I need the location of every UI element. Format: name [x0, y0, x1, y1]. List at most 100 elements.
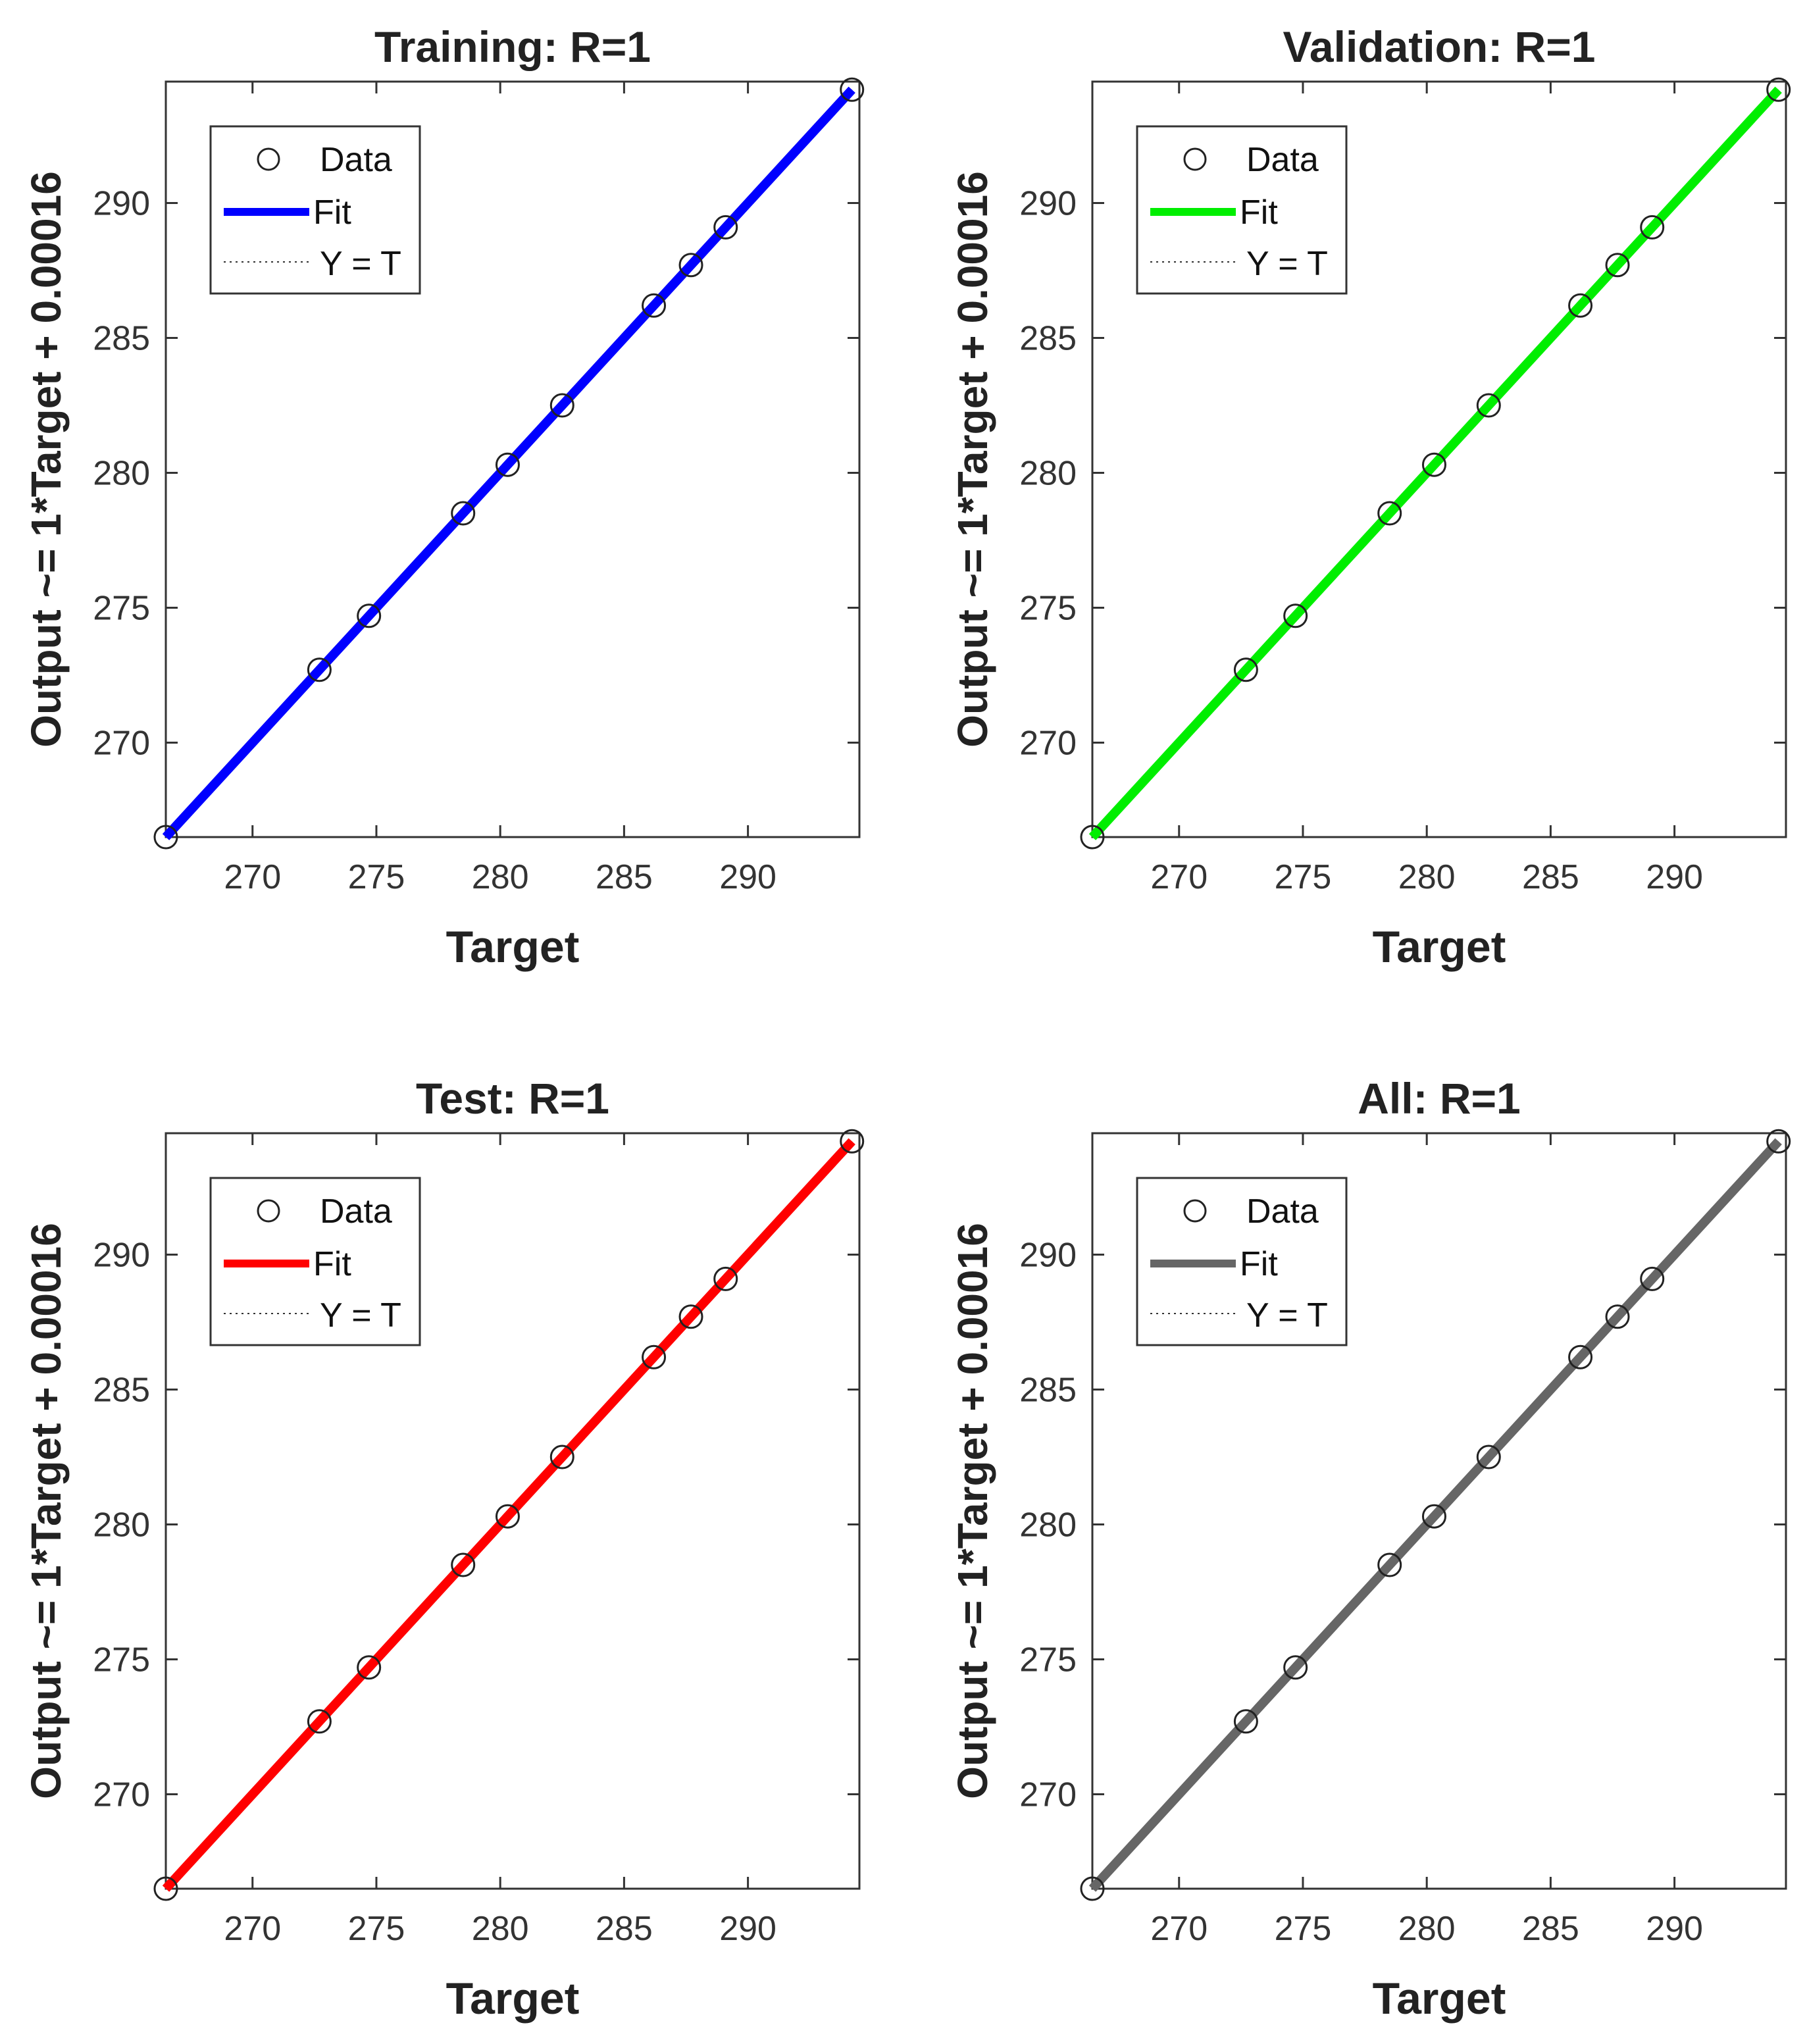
legend-label-fit: Fit	[313, 193, 351, 232]
data-point	[495, 452, 520, 477]
data-point	[307, 657, 332, 682]
y-tick-label: 270	[93, 1776, 150, 1814]
subplot-4: 270 275 280 285 290 270 275 280 285 290 Data Fit Y =…	[949, 1074, 1791, 2024]
fit-line	[1088, 86, 1782, 840]
data-point	[1766, 1129, 1791, 1154]
data-point	[1233, 1709, 1258, 1734]
legend-label-identity: Y = T	[1246, 1296, 1328, 1335]
x-tick-label: 285	[596, 858, 653, 896]
data-point	[713, 1266, 738, 1291]
data-point	[642, 293, 667, 318]
x-tick-label: 290	[1646, 1910, 1703, 1948]
y-tick-label: 280	[1019, 1506, 1077, 1545]
y-tick-label: 285	[1019, 1371, 1077, 1410]
data-point	[153, 825, 178, 850]
data-point	[549, 1444, 574, 1469]
data-point	[1568, 293, 1593, 318]
subplot-2: 270 275 280 285 290 270 275 280 285 290 Data Fit Y =…	[949, 22, 1791, 972]
data-point	[495, 1504, 520, 1529]
data-point	[153, 1876, 178, 1901]
x-tick-label: 270	[224, 858, 281, 896]
y-tick-label: 275	[93, 590, 150, 628]
x-tick-label: 285	[596, 1910, 653, 1948]
y-tick-label: 290	[93, 1237, 150, 1275]
y-tick-label: 275	[93, 1641, 150, 1679]
data-point	[1283, 1655, 1308, 1680]
y-tick-label: 285	[1019, 320, 1077, 358]
x-tick-label: 280	[1398, 1910, 1456, 1948]
legend-label-data: Data	[1246, 1192, 1319, 1231]
x-tick-label: 290	[719, 1910, 776, 1948]
legend-label-data: Data	[320, 141, 392, 179]
legend-label-identity: Y = T	[1246, 245, 1328, 283]
legend-label-data: Data	[320, 1192, 392, 1231]
data-point	[1080, 1876, 1105, 1901]
y-tick-label: 280	[93, 455, 150, 493]
y-tick-label: 280	[93, 1506, 150, 1545]
y-axis-label: Output ~= 1*Target + 0.00016	[22, 1223, 70, 1799]
data-point	[1640, 215, 1665, 240]
legend-marker-data	[1183, 147, 1207, 171]
x-tick-label: 280	[472, 858, 529, 896]
data-point	[713, 215, 738, 240]
x-tick-label: 275	[1275, 1910, 1332, 1948]
data-point	[357, 603, 382, 628]
chart-title: Training: R=1	[374, 22, 651, 71]
y-tick-label: 290	[1019, 1237, 1077, 1275]
data-point	[1476, 1444, 1501, 1469]
data-point	[1377, 1552, 1402, 1577]
y-axis-label: Output ~= 1*Target + 0.00016	[22, 171, 70, 748]
data-point	[451, 1552, 476, 1577]
fit-line	[162, 86, 855, 840]
data-point	[678, 1304, 703, 1329]
legend-marker-data	[257, 1199, 280, 1223]
data-point	[451, 501, 476, 526]
data-point	[1283, 603, 1308, 628]
y-tick-label: 285	[93, 320, 150, 358]
x-tick-label: 275	[1275, 858, 1332, 896]
legend-marker-data	[1183, 1199, 1207, 1223]
legend-label-fit: Fit	[1240, 193, 1278, 232]
x-tick-label: 280	[472, 1910, 529, 1948]
x-tick-label: 270	[1150, 1910, 1208, 1948]
data-point	[1640, 1266, 1665, 1291]
chart-title: Test: R=1	[416, 1074, 609, 1123]
x-tick-label: 270	[1150, 858, 1208, 896]
legend-label-fit: Fit	[313, 1245, 351, 1283]
x-tick-label: 285	[1522, 858, 1579, 896]
y-tick-label: 290	[93, 185, 150, 223]
data-point	[1421, 1504, 1446, 1529]
legend-marker-data	[257, 147, 280, 171]
y-tick-label: 285	[93, 1371, 150, 1410]
y-tick-label: 275	[1019, 590, 1077, 628]
fit-line	[162, 1138, 855, 1892]
chart-title: All: R=1	[1358, 1074, 1521, 1123]
x-tick-label: 285	[1522, 1910, 1579, 1948]
data-point	[307, 1709, 332, 1734]
x-axis-label: Target	[446, 1974, 580, 2024]
x-axis-label: Target	[1373, 1974, 1506, 2024]
y-axis-label: Output ~= 1*Target + 0.00016	[949, 171, 996, 748]
y-tick-label: 290	[1019, 185, 1077, 223]
data-point	[1421, 452, 1446, 477]
data-point	[1766, 77, 1791, 102]
data-point	[642, 1344, 667, 1369]
data-point	[1377, 501, 1402, 526]
data-point	[1568, 1344, 1593, 1369]
data-point	[840, 77, 865, 102]
y-tick-label: 280	[1019, 455, 1077, 493]
data-point	[1476, 393, 1501, 418]
x-axis-label: Target	[446, 922, 580, 972]
data-point	[1605, 253, 1630, 278]
y-tick-label: 270	[93, 725, 150, 763]
data-point	[840, 1129, 865, 1154]
x-tick-label: 290	[719, 858, 776, 896]
data-point	[549, 393, 574, 418]
x-axis-label: Target	[1373, 922, 1506, 972]
legend-label-identity: Y = T	[320, 245, 401, 283]
y-axis-label: Output ~= 1*Target + 0.00016	[949, 1223, 996, 1799]
x-tick-label: 280	[1398, 858, 1456, 896]
subplot-3: 270 275 280 285 290 270 275 280 285 290 Data Fit Y =…	[22, 1074, 865, 2024]
y-tick-label: 270	[1019, 1776, 1077, 1814]
legend-label-data: Data	[1246, 141, 1319, 179]
